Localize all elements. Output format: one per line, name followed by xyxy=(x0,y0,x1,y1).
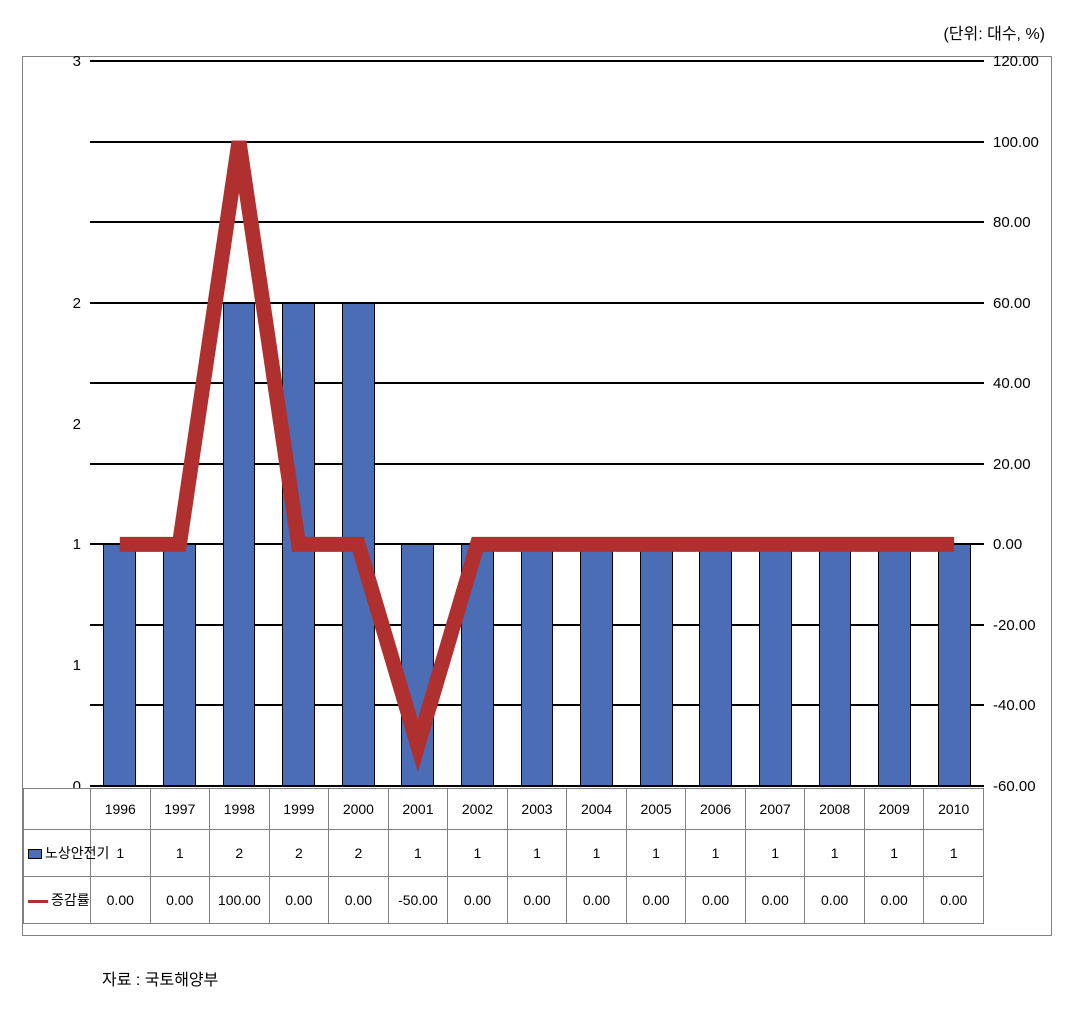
y-left-tick: 3 xyxy=(73,53,81,70)
rate-value-cell: 0.00 xyxy=(448,877,508,924)
bar-value-cell: 2 xyxy=(210,830,270,877)
category-cell: 2001 xyxy=(388,789,448,830)
trend-line xyxy=(120,142,954,746)
category-cell: 2005 xyxy=(626,789,686,830)
bar-value-cell: 1 xyxy=(864,830,924,877)
plot-area xyxy=(90,61,984,786)
y-right-tick: -60.00 xyxy=(993,778,1036,795)
category-cell: 2002 xyxy=(448,789,508,830)
rate-value-cell: 0.00 xyxy=(924,877,984,924)
y-left-tick: 2 xyxy=(73,295,81,312)
bar-value-cell: 2 xyxy=(329,830,389,877)
y-right-tick: 40.00 xyxy=(993,375,1031,392)
bar-value-cell: 1 xyxy=(507,830,567,877)
legend-bar-label: 노상안전기 xyxy=(45,845,109,861)
category-cell: 2007 xyxy=(745,789,805,830)
category-cell: 1999 xyxy=(269,789,329,830)
rate-value-cell: 0.00 xyxy=(745,877,805,924)
category-cell: 2004 xyxy=(567,789,627,830)
category-cell: 2003 xyxy=(507,789,567,830)
legend-line-label: 증감률 xyxy=(51,892,90,908)
rate-value-cell: 0.00 xyxy=(91,877,151,924)
bar-value-cell: 1 xyxy=(805,830,865,877)
category-cell: 2006 xyxy=(686,789,746,830)
rate-value-cell: 0.00 xyxy=(805,877,865,924)
y-right-tick: -40.00 xyxy=(993,697,1036,714)
y-right-tick: 80.00 xyxy=(993,214,1031,231)
table-row-line: 증감률 0.000.00100.000.000.00-50.000.000.00… xyxy=(24,877,984,924)
bar-value-cell: 2 xyxy=(269,830,329,877)
bar-swatch-icon xyxy=(28,849,42,859)
chart-container: 012312 -60.00-40.00-20.000.0020.0040.006… xyxy=(22,56,1052,936)
rate-value-cell: 0.00 xyxy=(864,877,924,924)
rate-value-cell: 0.00 xyxy=(686,877,746,924)
y-left-tick: 1 xyxy=(73,536,81,553)
rate-value-cell: 0.00 xyxy=(269,877,329,924)
y-left-tick-extra: 2 xyxy=(73,416,81,433)
line-overlay xyxy=(90,61,984,786)
y-left-tick-extra: 1 xyxy=(73,657,81,674)
bar-value-cell: 1 xyxy=(388,830,448,877)
line-swatch-icon xyxy=(28,900,48,903)
source-label: 자료 : 국토해양부 xyxy=(102,966,218,990)
y-right-tick: 20.00 xyxy=(993,456,1031,473)
category-cell: 1998 xyxy=(210,789,270,830)
y-right-tick: 100.00 xyxy=(993,134,1039,151)
unit-label: (단위: 대수, %) xyxy=(943,20,1045,44)
category-cell: 2010 xyxy=(924,789,984,830)
y-right-tick: 60.00 xyxy=(993,295,1031,312)
category-cell: 2000 xyxy=(329,789,389,830)
y-axis-left: 012312 xyxy=(23,61,87,786)
y-right-tick: 0.00 xyxy=(993,536,1022,553)
table-row-categories: 1996199719981999200020012002200320042005… xyxy=(24,789,984,830)
legend-bar-cell: 노상안전기 xyxy=(24,830,91,877)
category-cell: 1997 xyxy=(150,789,210,830)
data-table: 1996199719981999200020012002200320042005… xyxy=(23,788,984,924)
legend-line-cell: 증감률 xyxy=(24,877,91,924)
rate-value-cell: 0.00 xyxy=(626,877,686,924)
bar-value-cell: 1 xyxy=(686,830,746,877)
legend-empty-cell xyxy=(24,789,91,830)
bar-value-cell: 1 xyxy=(626,830,686,877)
bar-value-cell: 1 xyxy=(150,830,210,877)
table-row-bar: 노상안전기 112221111111111 xyxy=(24,830,984,877)
bar-value-cell: 1 xyxy=(448,830,508,877)
rate-value-cell: 0.00 xyxy=(507,877,567,924)
category-cell: 2008 xyxy=(805,789,865,830)
rate-value-cell: 0.00 xyxy=(567,877,627,924)
y-right-tick: -20.00 xyxy=(993,617,1036,634)
category-cell: 2009 xyxy=(864,789,924,830)
y-axis-right: -60.00-40.00-20.000.0020.0040.0060.0080.… xyxy=(987,61,1051,786)
rate-value-cell: -50.00 xyxy=(388,877,448,924)
rate-value-cell: 100.00 xyxy=(210,877,270,924)
rate-value-cell: 0.00 xyxy=(329,877,389,924)
bar-value-cell: 1 xyxy=(924,830,984,877)
bar-value-cell: 1 xyxy=(745,830,805,877)
y-right-tick: 120.00 xyxy=(993,53,1039,70)
rate-value-cell: 0.00 xyxy=(150,877,210,924)
category-cell: 1996 xyxy=(91,789,151,830)
bar-value-cell: 1 xyxy=(567,830,627,877)
